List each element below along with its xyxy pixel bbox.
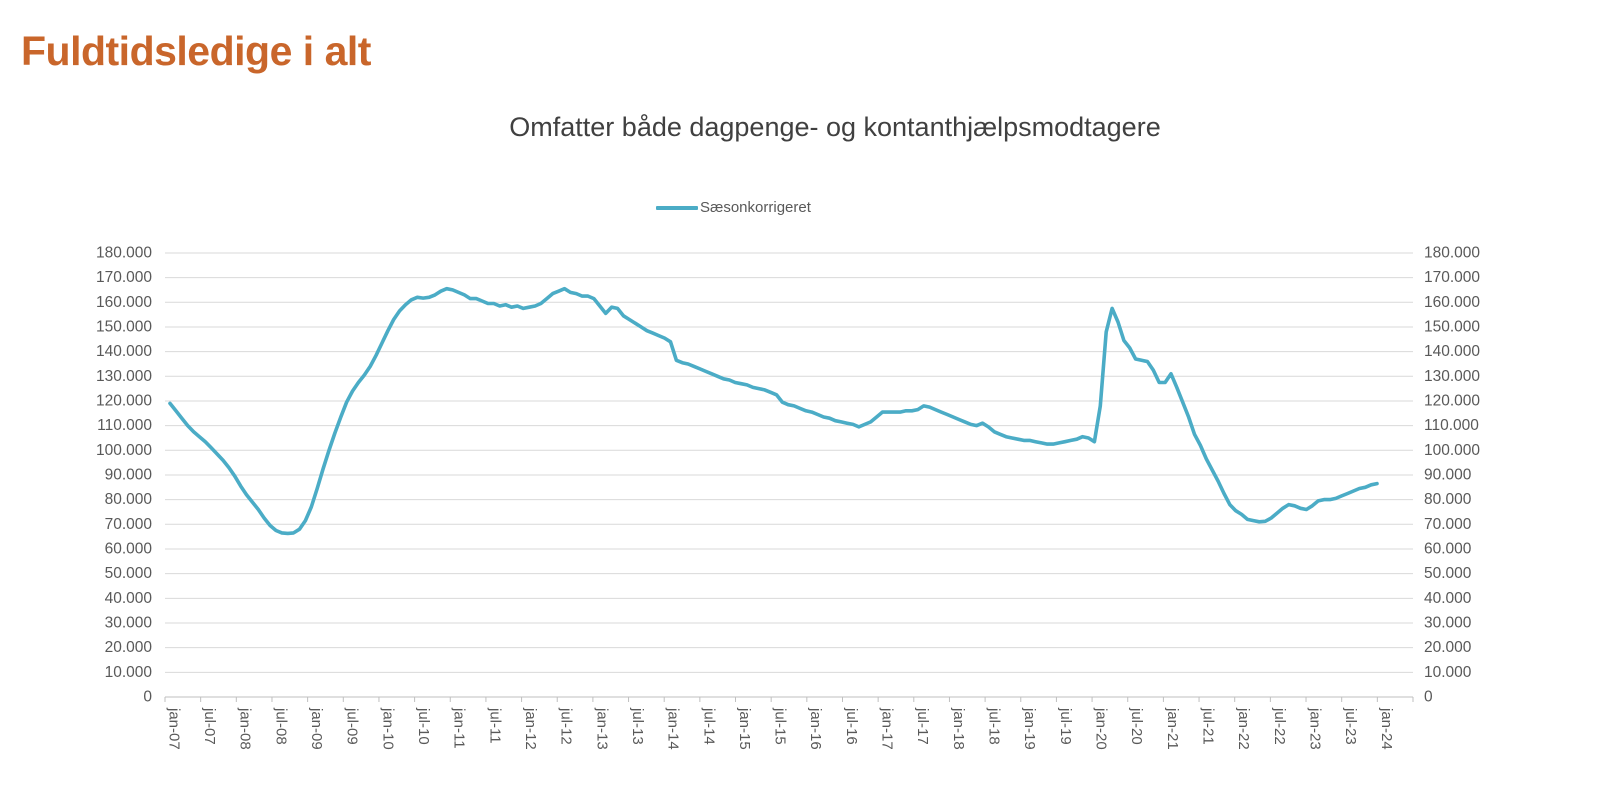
y-axis-label-right: 160.000 — [1424, 294, 1480, 311]
y-axis-label-left: 50.000 — [105, 565, 153, 582]
x-axis-label: jul-18 — [986, 707, 1003, 745]
y-axis-label-left: 150.000 — [96, 318, 152, 335]
y-axis-label-left: 130.000 — [96, 368, 152, 385]
y-axis-label-right: 180.000 — [1424, 244, 1480, 261]
x-axis-label: jul-11 — [486, 707, 503, 744]
x-axis-label: jan-15 — [736, 707, 753, 750]
x-axis-label: jan-10 — [379, 707, 396, 750]
y-axis-label-right: 120.000 — [1424, 392, 1480, 409]
y-axis-label-right: 40.000 — [1424, 590, 1472, 607]
x-axis-label: jan-17 — [879, 707, 896, 750]
x-axis-label: jul-17 — [914, 707, 931, 745]
x-axis-label: jan-11 — [451, 707, 468, 749]
y-axis-label-right: 100.000 — [1424, 442, 1480, 459]
x-axis-label: jul-19 — [1057, 707, 1074, 745]
y-axis-label-right: 50.000 — [1424, 565, 1472, 582]
chart-title: Omfatter både dagpenge- og kontanthjælps… — [509, 112, 1161, 142]
x-axis-label: jul-07 — [201, 707, 218, 745]
y-axis-label-left: 60.000 — [105, 540, 153, 557]
x-axis-label: jan-12 — [522, 707, 539, 750]
y-axis-label-left: 70.000 — [105, 516, 153, 533]
y-axis-label-right: 150.000 — [1424, 318, 1480, 335]
y-axis-label-left: 170.000 — [96, 269, 152, 286]
y-axis-label-left: 30.000 — [105, 614, 153, 631]
x-axis-label: jan-19 — [1021, 707, 1038, 750]
x-axis-label: jan-24 — [1378, 707, 1395, 750]
x-axis-label: jan-09 — [308, 707, 325, 750]
x-axis-label: jul-21 — [1199, 707, 1216, 745]
legend-label: Sæsonkorrigeret — [700, 199, 811, 216]
x-axis-label: jan-20 — [1093, 707, 1110, 750]
series-line-saesonkorrigeret — [168, 286, 1379, 536]
y-axis-label-right: 0 — [1424, 689, 1433, 706]
x-axis-label: jan-23 — [1306, 707, 1323, 750]
y-axis-label-right: 130.000 — [1424, 368, 1480, 385]
x-axis-label: jul-16 — [843, 707, 860, 745]
x-axis-label: jan-13 — [593, 707, 610, 750]
x-axis-label: jul-09 — [344, 707, 361, 745]
x-axis-label: jul-23 — [1342, 707, 1359, 745]
y-axis-label-left: 90.000 — [105, 466, 153, 483]
y-axis-label-right: 90.000 — [1424, 466, 1472, 483]
y-axis-label-left: 20.000 — [105, 639, 153, 656]
y-axis-label-left: 140.000 — [96, 343, 152, 360]
x-axis-label: jan-21 — [1164, 707, 1181, 750]
y-axis-label-right: 110.000 — [1424, 417, 1479, 434]
y-axis-label-left: 180.000 — [96, 244, 152, 261]
x-axis-label: jul-08 — [272, 707, 289, 745]
y-axis-label-right: 30.000 — [1424, 614, 1472, 631]
y-axis-label-right: 70.000 — [1424, 516, 1472, 533]
x-axis-label: jul-13 — [629, 707, 646, 745]
page-title: Fuldtidsledige i alt — [21, 28, 371, 74]
y-axis-label-left: 110.000 — [97, 417, 152, 434]
y-axis-label-left: 160.000 — [96, 294, 152, 311]
y-axis-label-left: 120.000 — [96, 392, 152, 409]
x-axis-label: jul-12 — [558, 707, 575, 745]
x-axis-label: jan-07 — [165, 707, 182, 750]
y-axis-label-left: 80.000 — [105, 491, 153, 508]
x-axis-label: jul-22 — [1271, 707, 1288, 745]
y-axis-label-right: 60.000 — [1424, 540, 1472, 557]
y-axis-label-right: 80.000 — [1424, 491, 1472, 508]
x-axis-label: jul-20 — [1128, 707, 1145, 745]
x-axis-label: jan-16 — [807, 707, 824, 750]
x-axis-label: jul-10 — [415, 707, 432, 745]
y-axis-label-left: 40.000 — [105, 590, 153, 607]
x-axis-label: jan-22 — [1235, 707, 1252, 750]
x-axis-label: jul-14 — [700, 707, 717, 745]
y-axis-label-right: 170.000 — [1424, 269, 1480, 286]
y-axis-label-left: 100.000 — [96, 442, 152, 459]
chart-legend: Sæsonkorrigeret — [656, 199, 811, 216]
y-axis-label-left: 0 — [143, 689, 152, 706]
y-axis-label-left: 10.000 — [105, 664, 153, 681]
y-axis-label-right: 140.000 — [1424, 343, 1480, 360]
y-axis-label-right: 20.000 — [1424, 639, 1472, 656]
x-axis-label: jan-18 — [950, 707, 967, 750]
legend-line-swatch — [656, 205, 698, 210]
x-axis-label: jan-14 — [665, 707, 682, 750]
y-axis-label-right: 10.000 — [1424, 664, 1472, 681]
x-axis-label: jul-15 — [772, 707, 789, 745]
x-axis-label: jan-08 — [237, 707, 254, 750]
